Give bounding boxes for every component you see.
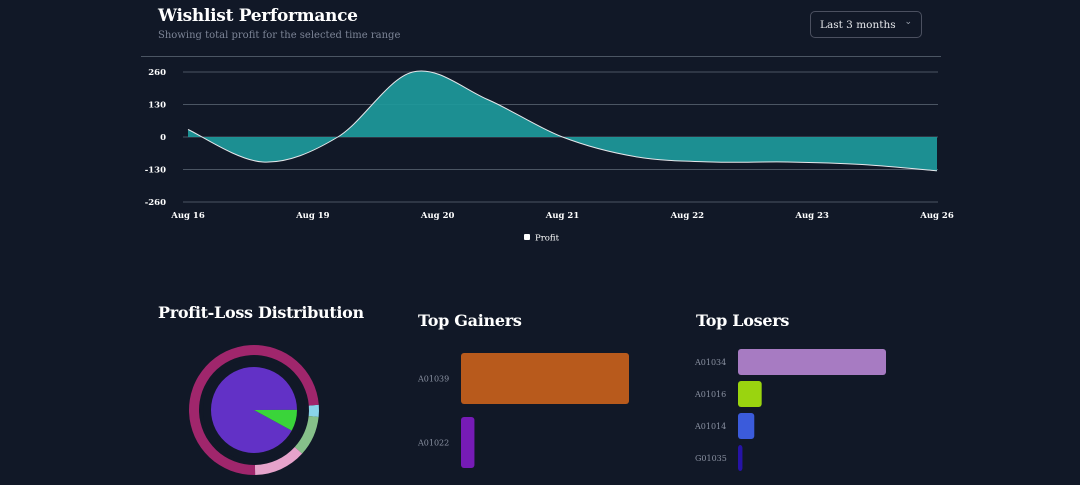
legend-label-profit: Profit [535,234,560,244]
pl-distribution-title: Profit-Loss Distribution [158,303,364,322]
bar [738,413,755,439]
outer-ring-slice [308,404,319,418]
bar-category-label: A01034 [694,358,726,367]
x-tick-label: Aug 19 [295,211,330,221]
top-gainers-title: Top Gainers [418,311,522,330]
top-gainers-chart: A01039 A01022 [417,353,629,468]
bar-category-label: A01016 [694,390,726,399]
legend-swatch-profit [524,234,530,240]
x-tick-label: Aug 23 [794,211,829,221]
y-tick-label: 260 [148,68,166,78]
y-tick-label: -260 [145,198,166,208]
bar-category-label: A01039 [417,375,449,384]
time-range-select[interactable]: Last 3 months ⌄ [810,11,922,38]
top-losers-title: Top Losers [696,311,790,330]
profit-loss-donut [189,345,319,475]
y-tick-label: -130 [145,166,166,176]
top-losers-chart: A01034 A01016 A01014 G01035 [694,349,886,471]
x-tick-label: Aug 26 [919,211,954,221]
inner-pie-slice [211,367,297,453]
bar-category-label: A01014 [694,422,726,431]
x-tick-label: Aug 16 [170,211,205,221]
outer-ring-slice [254,446,303,475]
y-tick-label: 0 [160,133,166,143]
chart-legend: Profit [524,234,560,244]
outer-ring-slice [294,415,319,454]
profit-line [187,70,938,172]
x-tick-label: Aug 20 [420,211,455,221]
x-tick-label: Aug 22 [670,211,705,221]
profit-area-fill [188,70,937,171]
bar [461,417,475,468]
bar [461,353,629,404]
profit-area-chart: 260 130 0 -130 -260 Aug 16 Aug 19 Aug 20 Aug 21… [141,56,954,244]
chevron-down-icon: ⌄ [904,17,912,27]
bar [738,445,743,471]
page-title: Wishlist Performance [158,6,358,26]
x-tick-label: Aug 21 [545,211,580,221]
bar-category-label: G01035 [695,454,727,463]
bar [738,381,762,407]
inner-pie-slice [254,409,297,431]
y-tick-label: 130 [148,101,166,111]
page-subtitle: Showing total profit for the selected ti… [158,30,401,41]
bar-category-label: A01022 [417,439,449,448]
bar [738,349,886,375]
time-range-value: Last 3 months [820,19,896,31]
